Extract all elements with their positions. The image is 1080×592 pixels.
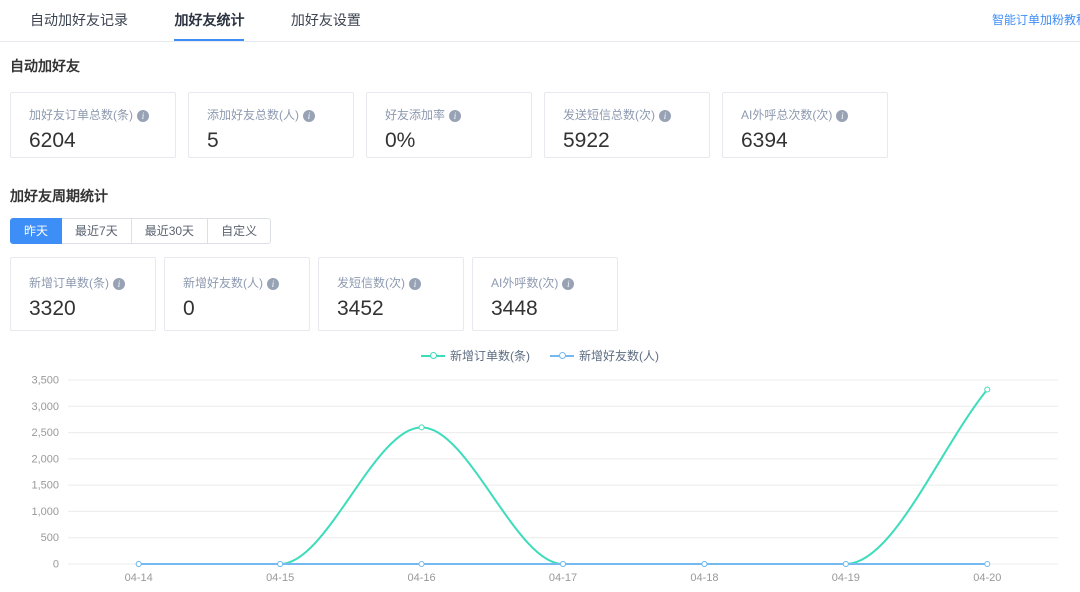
smart-order-tutorial-link[interactable]: 智能订单加粉教程 — [991, 13, 1080, 27]
stat-card-label: 添加好友总数(人) — [207, 108, 299, 122]
svg-text:500: 500 — [41, 532, 59, 544]
stat-card-label: 新增好友数(人) — [183, 276, 263, 290]
stat-card-add-rate: 好友添加率 i 0% — [366, 92, 532, 158]
stat-card-label: AI外呼总次数(次) — [741, 108, 833, 122]
stat-card-value: 5 — [207, 129, 219, 152]
stat-card-value: 6394 — [741, 129, 788, 152]
stat-card-label: 发短信数(次) — [337, 276, 405, 290]
stat-card-ai-calls: AI外呼数(次) i 3448 — [472, 257, 618, 331]
info-icon[interactable]: i — [562, 278, 575, 290]
tab-add-friend-statistics[interactable]: 加好友统计 — [174, 0, 245, 41]
legend-dot-icon — [559, 352, 566, 359]
section-title-period-stats: 加好友周期统计 — [10, 188, 108, 204]
info-icon[interactable]: i — [836, 110, 849, 122]
tab-add-friend-settings[interactable]: 加好友设置 — [290, 12, 361, 28]
svg-text:1,000: 1,000 — [31, 506, 59, 518]
stat-card-friends-total: 添加好友总数(人) i 5 — [188, 92, 354, 158]
chart-legend: 新增订单数(条) 新增好友数(人) — [10, 347, 1070, 364]
content-area: 自动加好友 加好友订单总数(条) i 6204 添加好友总数(人) i 5 好友添加… — [0, 56, 1080, 592]
stat-card-label: AI外呼数(次) — [491, 276, 559, 290]
legend-item-new-friends[interactable]: 新增好友数(人) — [550, 347, 659, 364]
date-range-filter-group: 昨天 最近7天 最近30天 自定义 — [10, 218, 1070, 244]
stat-card-value: 6204 — [29, 129, 76, 152]
filter-yesterday[interactable]: 昨天 — [10, 218, 63, 244]
svg-text:0: 0 — [53, 559, 59, 571]
info-icon[interactable]: i — [267, 278, 279, 290]
line-chart: 0 500 1,000 1,500 2,000 2,500 3,000 3,500 04-14 0… — [10, 370, 1070, 592]
svg-text:3,000: 3,000 — [31, 401, 59, 413]
svg-text:1,500: 1,500 — [31, 480, 59, 492]
legend-line-marker-icon — [550, 352, 574, 359]
stat-card-sms-total: 发送短信总数(次) i 5922 — [544, 92, 710, 158]
stat-card-value: 5922 — [563, 129, 610, 152]
stat-card-label: 新增订单数(条) — [29, 276, 109, 290]
svg-text:3,500: 3,500 — [31, 375, 59, 387]
stat-card-value: 3320 — [29, 297, 76, 320]
info-icon[interactable]: i — [137, 110, 149, 122]
stat-card-value: 0 — [183, 297, 195, 320]
legend-label: 新增好友数(人) — [579, 349, 659, 363]
svg-text:04-18: 04-18 — [690, 572, 718, 584]
stat-card-value: 0% — [385, 129, 416, 152]
info-icon[interactable]: i — [303, 110, 315, 122]
info-icon[interactable]: i — [113, 278, 125, 290]
tab-auto-add-friend-record[interactable]: 自动加好友记录 — [30, 12, 128, 28]
stat-card-label: 加好友订单总数(条) — [29, 108, 133, 122]
svg-text:04-16: 04-16 — [408, 572, 436, 584]
svg-text:04-14: 04-14 — [125, 572, 153, 584]
stat-card-sms-sent: 发短信数(次) i 3452 — [318, 257, 464, 331]
svg-text:04-15: 04-15 — [266, 572, 294, 584]
legend-label: 新增订单数(条) — [450, 349, 530, 363]
section-title-auto-add-friend: 自动加好友 — [10, 58, 80, 74]
svg-text:04-20: 04-20 — [973, 572, 1001, 584]
tab-bar: 自动加好友记录 加好友统计 加好友设置 智能订单加粉教程 — [0, 0, 1080, 42]
svg-text:2,500: 2,500 — [31, 427, 59, 439]
info-icon[interactable]: i — [409, 278, 421, 290]
filter-custom[interactable]: 自定义 — [207, 218, 272, 244]
filter-last-7-days[interactable]: 最近7天 — [61, 218, 132, 244]
stat-card-value: 3452 — [337, 297, 384, 320]
svg-text:04-17: 04-17 — [549, 572, 577, 584]
svg-text:2,000: 2,000 — [31, 453, 59, 465]
stat-card-new-friends: 新增好友数(人) i 0 — [164, 257, 310, 331]
stat-card-order-total: 加好友订单总数(条) i 6204 — [10, 92, 176, 158]
overview-stat-cards: 加好友订单总数(条) i 6204 添加好友总数(人) i 5 好友添加率 i 0% … — [10, 92, 1070, 158]
stat-card-ai-call-total: AI外呼总次数(次) i 6394 — [722, 92, 888, 158]
stat-card-label: 发送短信总数(次) — [563, 108, 655, 122]
stat-card-label: 好友添加率 — [385, 108, 446, 122]
filter-last-30-days[interactable]: 最近30天 — [130, 218, 209, 244]
legend-dot-icon — [430, 352, 437, 359]
legend-line-marker-icon — [421, 352, 445, 359]
svg-text:04-19: 04-19 — [832, 572, 860, 584]
info-icon[interactable]: i — [659, 110, 671, 122]
stat-card-value: 3448 — [491, 297, 538, 320]
line-chart-canvas: 0 500 1,000 1,500 2,000 2,500 3,000 3,500 04-14 0… — [31, 375, 1058, 584]
info-icon[interactable]: i — [449, 110, 462, 122]
legend-item-new-orders[interactable]: 新增订单数(条) — [421, 347, 530, 364]
period-stat-cards: 新增订单数(条) i 3320 新增好友数(人) i 0 发短信数(次) i 3452… — [10, 257, 1070, 331]
stat-card-new-orders: 新增订单数(条) i 3320 — [10, 257, 156, 331]
